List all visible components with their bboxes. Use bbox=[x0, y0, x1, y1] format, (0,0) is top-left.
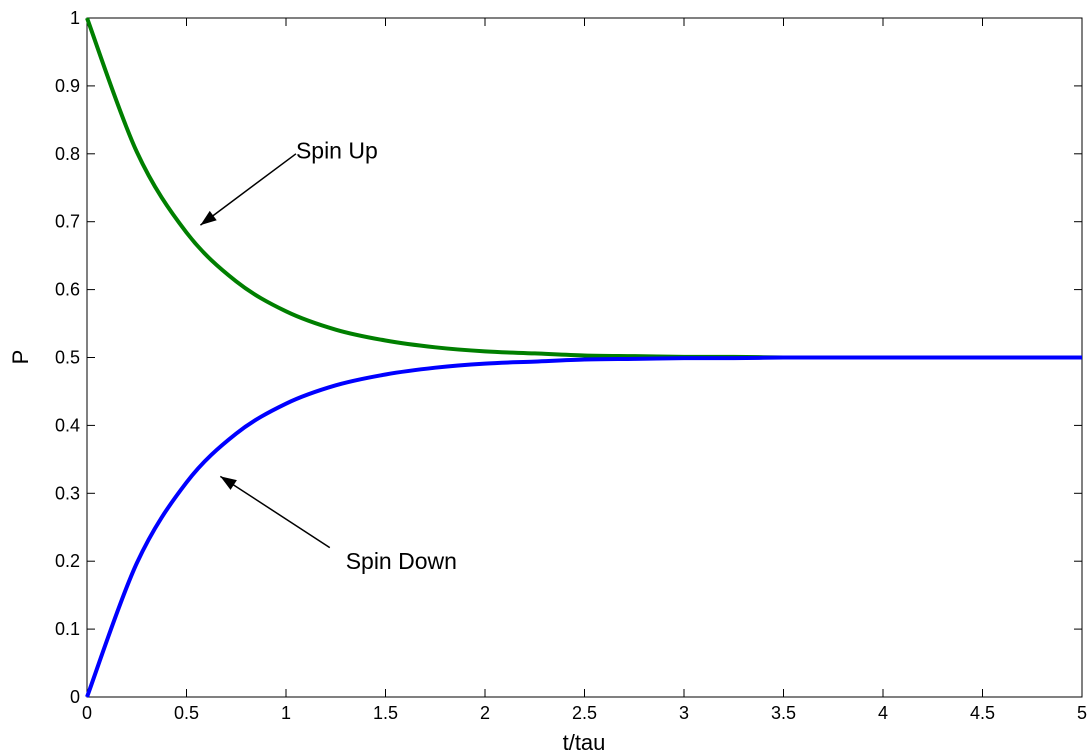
x-tick-label: 5 bbox=[1077, 703, 1087, 723]
x-tick-label: 3.5 bbox=[771, 703, 796, 723]
series-layer bbox=[85, 17, 1082, 698]
x-tick-label: 1.5 bbox=[373, 703, 398, 723]
x-tick-label: 1 bbox=[281, 703, 291, 723]
x-tick-label: 2 bbox=[480, 703, 490, 723]
y-tick-label: 1 bbox=[70, 8, 80, 28]
annotation-arrow-line bbox=[219, 475, 331, 549]
y-tick-label: 0.4 bbox=[55, 415, 80, 435]
x-tick-label: 4.5 bbox=[970, 703, 995, 723]
y-tick-label: 0.1 bbox=[55, 619, 80, 639]
y-tick-label: 0.7 bbox=[55, 212, 80, 232]
annotation-arrowhead bbox=[200, 210, 217, 226]
x-tick-label: 0.5 bbox=[174, 703, 199, 723]
x-tick-label: 4 bbox=[878, 703, 888, 723]
annotations: Spin Up Spin Down bbox=[199, 137, 457, 574]
x-tick-label: 3 bbox=[679, 703, 689, 723]
x-tick-label: 0 bbox=[82, 703, 92, 723]
y-tick-label: 0.3 bbox=[55, 483, 80, 503]
annotation-label: Spin Up bbox=[296, 137, 378, 163]
series-line-2 bbox=[85, 355, 1082, 698]
y-tick-label: 0.2 bbox=[55, 551, 80, 571]
y-tick-label: 0 bbox=[70, 687, 80, 707]
y-tick-label: 0.9 bbox=[55, 76, 80, 96]
annotation-arrowhead bbox=[220, 476, 237, 490]
y-tick-label: 0.5 bbox=[55, 348, 80, 368]
y-axis-label: P bbox=[8, 350, 33, 365]
x-tick-label: 2.5 bbox=[572, 703, 597, 723]
x-axis-label: t/tau bbox=[563, 730, 606, 755]
x-axis: 0 0.5 1 1.5 2 2.5 3 3.5 4 4.5 5 bbox=[82, 18, 1087, 723]
y-tick-label: 0.8 bbox=[55, 144, 80, 164]
annotation-label: Spin Down bbox=[346, 548, 457, 574]
annotation-arrow-line bbox=[199, 153, 297, 226]
y-tick-label: 0.6 bbox=[55, 280, 80, 300]
